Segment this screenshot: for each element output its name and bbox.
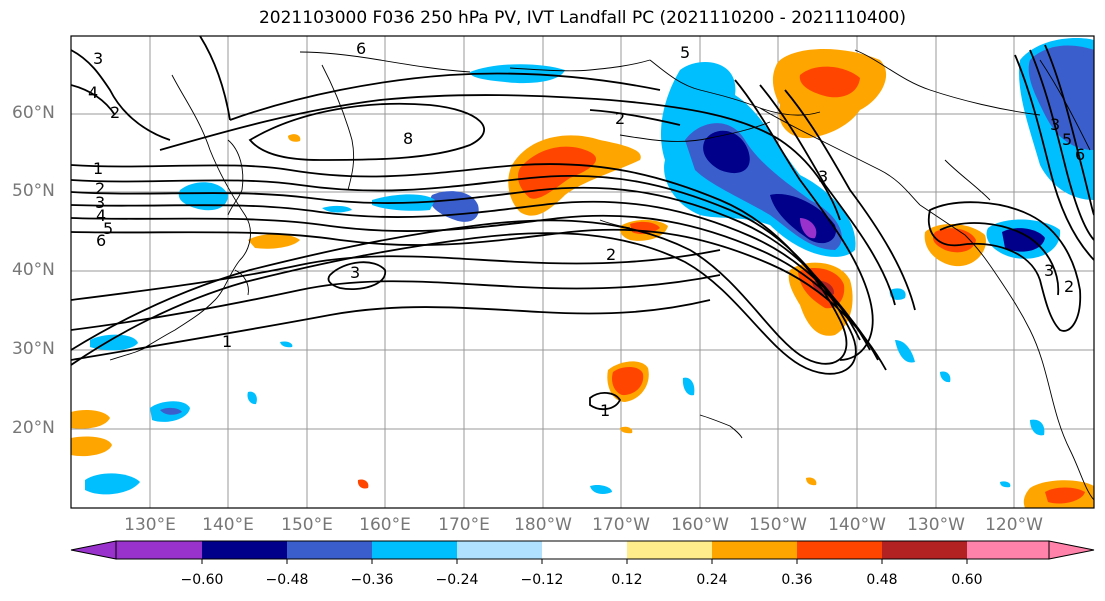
contour-label: 1 <box>93 159 103 178</box>
lat-label: 30°N <box>12 339 55 359</box>
colorbar-high-extend <box>1048 540 1095 560</box>
contour-label: 6 <box>1075 145 1085 164</box>
contour-label: 3 <box>350 263 360 282</box>
contour-label: 3 <box>95 193 105 212</box>
colorbar-tick-label: 0.12 <box>611 572 643 588</box>
contour-label: 4 <box>88 83 98 102</box>
map-border <box>70 35 1095 509</box>
lat-label: 50°N <box>12 181 55 201</box>
contour-label: 5 <box>103 219 113 238</box>
lon-label: 160°W <box>671 515 729 535</box>
contour-label: 3 <box>818 167 828 186</box>
contour-label: 6 <box>96 231 106 250</box>
lon-label: 150°W <box>749 515 807 535</box>
lon-label: 140°E <box>202 515 254 535</box>
colorbar-tick-label: −0.24 <box>435 572 479 588</box>
colorbar-tick-label: 0.24 <box>696 572 728 588</box>
contour-label: 8 <box>403 129 413 148</box>
colorbar-low-extend <box>70 540 117 560</box>
contour-label: 2 <box>95 179 105 198</box>
map-panel <box>71 36 1094 508</box>
colorbar-tick-label: −0.60 <box>180 572 224 588</box>
lat-label: 20°N <box>12 418 55 438</box>
contour-label: 2 <box>606 245 616 264</box>
map-title: 2021103000 F036 250 hPa PV, IVT Landfall… <box>258 8 906 28</box>
contour-label: 3 <box>1044 261 1054 280</box>
contour-label: 5 <box>680 43 690 62</box>
colorbar-tick-label: −0.48 <box>265 572 309 588</box>
colorbar <box>70 540 1095 564</box>
colorbar-tick-label: −0.36 <box>350 572 394 588</box>
lon-label: 170°E <box>438 515 490 535</box>
lon-label: 170°W <box>592 515 650 535</box>
colorbar-tick-label: 0.36 <box>781 572 813 588</box>
contour-label: 3 <box>1050 115 1060 134</box>
contour-label: 2 <box>615 109 625 128</box>
colorbar-tick-label: 0.60 <box>951 572 983 588</box>
lat-label: 60°N <box>12 103 55 123</box>
colorbar-tick-label: 0.48 <box>866 572 898 588</box>
contour-label: 1 <box>600 401 610 420</box>
lon-label: 150°E <box>281 515 333 535</box>
contour-label: 6 <box>356 39 366 58</box>
colorbar-tick-label: −0.12 <box>520 572 564 588</box>
contour-label: 2 <box>1064 277 1074 296</box>
contour-label: 3 <box>93 49 103 68</box>
lon-label: 130°E <box>124 515 176 535</box>
lon-label: 160°E <box>359 515 411 535</box>
contour-label: 1 <box>222 332 232 351</box>
lon-label: 130°W <box>907 515 965 535</box>
lat-label: 40°N <box>12 260 55 280</box>
contour-label: 5 <box>1062 130 1072 149</box>
lon-label: 140°W <box>828 515 886 535</box>
pv-contours <box>71 36 1094 411</box>
lon-label: 180°W <box>514 515 572 535</box>
contour-label: 2 <box>110 103 120 122</box>
contour-labels: 3 4 2 6 8 1 2 3 4 5 6 2 3 2 1 1 3 5 3 2 … <box>88 39 1085 420</box>
contour-label: 4 <box>96 206 106 225</box>
lon-label: 120°W <box>985 515 1043 535</box>
